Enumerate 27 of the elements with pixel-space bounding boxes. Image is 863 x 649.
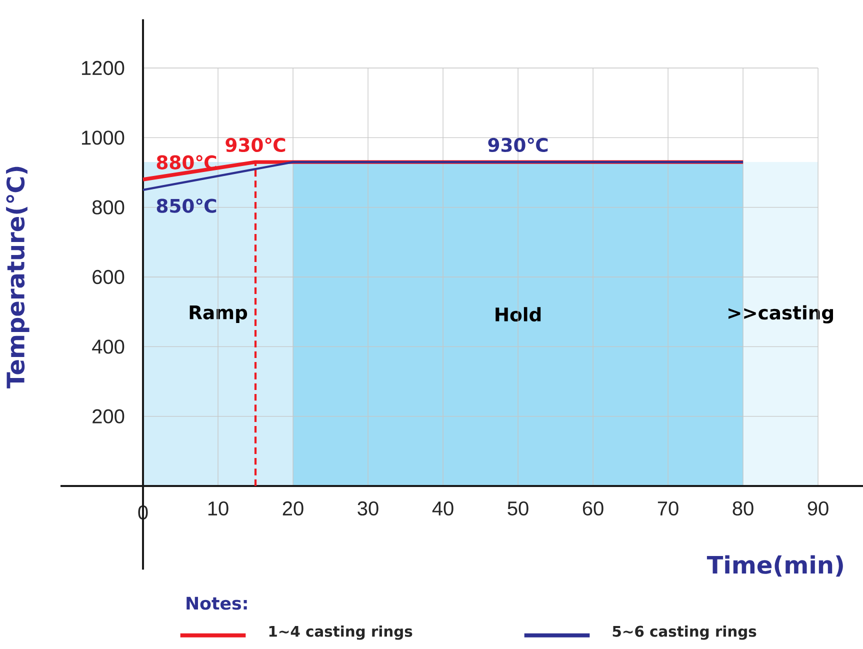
x-tick-label: 10 [208, 502, 228, 516]
x-tick-label: 30 [358, 502, 378, 516]
annotation: 930℃ [226, 138, 286, 152]
band-label: >>casting [728, 305, 833, 324]
x-tick-label: 90 [808, 502, 828, 516]
y-tick-label: 400 [92, 340, 124, 354]
y-axis-title: Temperature(℃) [6, 167, 30, 389]
annotation: 880℃ [156, 155, 216, 170]
y-tick-label: 200 [92, 409, 124, 424]
band-label: Hold [496, 307, 541, 322]
y-tick-label: 1000 [82, 130, 124, 145]
x-axis-title: Time(min) [706, 555, 843, 577]
annotation: 850℃ [156, 198, 216, 214]
y-tick-label: 1200 [82, 61, 124, 76]
annotation: 930℃ [488, 138, 548, 152]
y-tick-label: 800 [92, 200, 124, 215]
legend-title: Notes: [186, 597, 247, 610]
x-tick-label: 60 [582, 502, 604, 516]
x-tick-label: 20 [282, 502, 304, 516]
legend-label: 1~4 casting rings [269, 626, 412, 640]
y-tick-label: 600 [92, 270, 124, 284]
legend-label: 5~6 casting rings [612, 626, 756, 640]
x-tick-label: 50 [508, 502, 528, 516]
x-tick-label: 80 [732, 502, 754, 516]
x-tick-label: 40 [432, 502, 454, 516]
band-label: Ramp [190, 306, 248, 324]
x-tick-label: 70 [658, 502, 678, 516]
